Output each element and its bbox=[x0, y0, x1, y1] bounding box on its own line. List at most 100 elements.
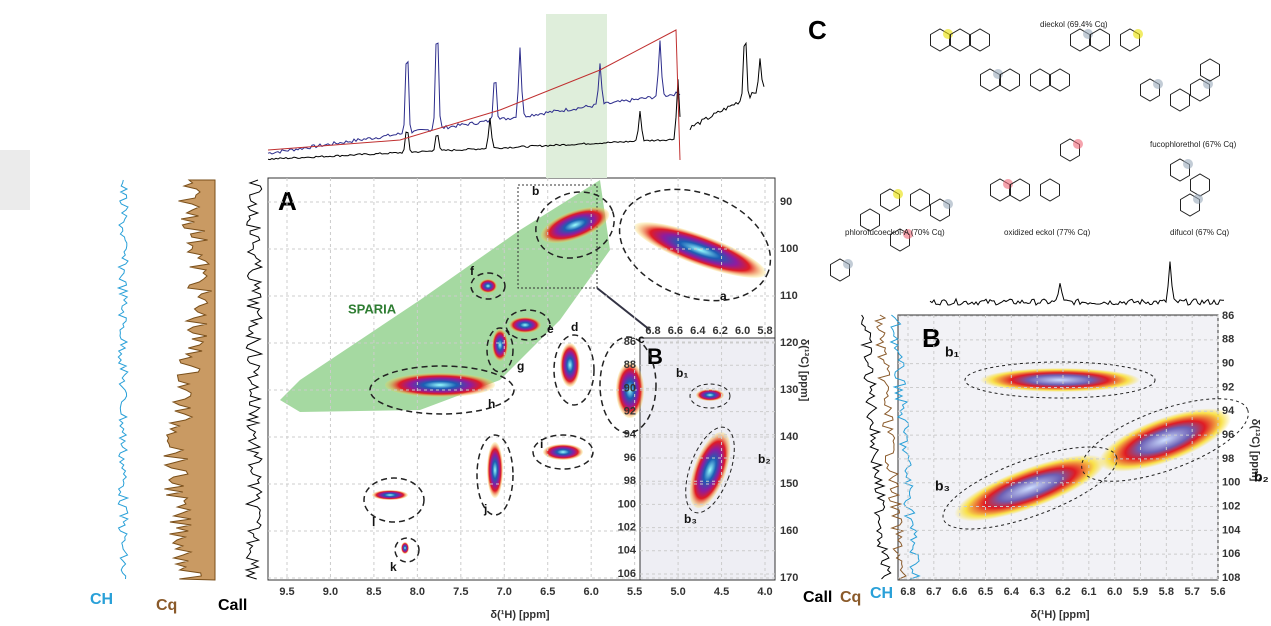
region-label: b bbox=[532, 184, 539, 198]
region-outline bbox=[470, 272, 506, 300]
trace bbox=[889, 314, 921, 580]
ring bbox=[1050, 68, 1070, 92]
region-outline bbox=[486, 327, 514, 373]
y-tick-label: 100 bbox=[618, 498, 636, 510]
ring bbox=[1000, 68, 1020, 92]
y-tick-label: 90 bbox=[1222, 358, 1234, 370]
x-axis-title: δ(¹H) [ppm] bbox=[1030, 609, 1090, 621]
ring-marker bbox=[1183, 159, 1193, 169]
y-tick-label: 86 bbox=[624, 336, 636, 348]
x-tick-label: 4.0 bbox=[757, 586, 772, 598]
ring-marker bbox=[1203, 79, 1213, 89]
trace bbox=[116, 179, 130, 580]
trace-label: CH bbox=[90, 591, 113, 608]
region-outline bbox=[394, 537, 420, 563]
region-label: e bbox=[547, 322, 554, 336]
panel-label: A bbox=[278, 186, 297, 216]
region-label: b₃ bbox=[684, 512, 697, 526]
region-outline bbox=[535, 191, 615, 259]
y-tick-label: 106 bbox=[618, 568, 636, 580]
contour bbox=[543, 444, 583, 460]
y-tick-label: 92 bbox=[1222, 381, 1234, 393]
y-tick-label: 92 bbox=[624, 406, 636, 418]
panel-label: C bbox=[808, 15, 827, 45]
x-tick-label: 6.8 bbox=[645, 325, 660, 337]
x-tick-label: 5.9 bbox=[1133, 586, 1148, 598]
spectrum bbox=[929, 261, 1224, 306]
compound-name: phlorofucoeckol-A (70% Cq) bbox=[845, 228, 945, 237]
y-tick-label: 108 bbox=[1222, 572, 1240, 584]
x-tick-label: 6.2 bbox=[1055, 586, 1070, 598]
ring-marker bbox=[1153, 79, 1163, 89]
x-tick-label: 6.7 bbox=[926, 586, 941, 598]
contour bbox=[696, 389, 724, 401]
region-outline bbox=[964, 361, 1156, 399]
y-tick-label: 86 bbox=[1222, 310, 1234, 322]
contour bbox=[980, 368, 1140, 392]
x-tick-label: 6.0 bbox=[1107, 586, 1122, 598]
x-tick-label: 5.6 bbox=[1210, 586, 1225, 598]
spectrum bbox=[267, 79, 681, 161]
compound-name: oxidized eckol (77% Cq) bbox=[1004, 228, 1091, 237]
x-tick-label: 6.8 bbox=[900, 586, 915, 598]
ring-marker bbox=[903, 229, 913, 239]
x-tick-label: 5.0 bbox=[670, 586, 685, 598]
trace-label: Call bbox=[218, 597, 247, 614]
contour bbox=[385, 373, 495, 397]
y-tick-label: 98 bbox=[1222, 453, 1234, 465]
spectrum bbox=[267, 40, 681, 155]
ring bbox=[910, 188, 930, 212]
highlight-band bbox=[546, 14, 607, 178]
region-outline bbox=[476, 434, 514, 516]
trace bbox=[244, 179, 264, 580]
trace-label: CH bbox=[870, 585, 893, 602]
ring-marker bbox=[1133, 29, 1143, 39]
contour bbox=[560, 343, 580, 387]
x-tick-label: 6.4 bbox=[690, 325, 706, 337]
y-tick-label: 98 bbox=[624, 475, 636, 487]
x-tick-label: 6.2 bbox=[713, 325, 728, 337]
contour bbox=[634, 222, 766, 278]
x-tick-label: 5.8 bbox=[1159, 586, 1174, 598]
region-outline bbox=[689, 383, 731, 409]
region-outline bbox=[553, 334, 595, 406]
y-tick-label: 102 bbox=[618, 522, 636, 534]
region-label: b₂ bbox=[758, 452, 771, 466]
ring-marker bbox=[843, 259, 853, 269]
trace-label: Cq bbox=[156, 597, 177, 614]
region-label: g bbox=[517, 359, 524, 373]
region-label: b₃ bbox=[935, 478, 950, 494]
spectrum bbox=[689, 41, 765, 131]
trace-fill bbox=[163, 179, 216, 581]
ring-marker bbox=[893, 189, 903, 199]
compound-name: dieckol (69.4% Cq) bbox=[1040, 20, 1108, 29]
region-outline bbox=[369, 365, 515, 415]
compound-name: fucophlorethol (67% Cq) bbox=[1150, 140, 1237, 149]
contour bbox=[1098, 408, 1232, 472]
y-tick-label: 120 bbox=[780, 337, 798, 349]
y-axis-title: δ(¹³C) [ppm] bbox=[798, 339, 810, 402]
ring bbox=[970, 28, 990, 52]
spectrum bbox=[267, 29, 681, 161]
ring bbox=[1090, 28, 1110, 52]
region-outline bbox=[505, 309, 551, 341]
y-tick-label: 88 bbox=[1222, 334, 1234, 346]
x-tick-label: 6.0 bbox=[584, 586, 599, 598]
ring bbox=[1040, 178, 1060, 202]
contour bbox=[479, 279, 497, 293]
x-tick-label: 9.5 bbox=[279, 586, 294, 598]
region-outline bbox=[363, 477, 425, 523]
contour bbox=[372, 490, 408, 500]
x-tick-label: 8.5 bbox=[366, 586, 381, 598]
ring-marker bbox=[943, 199, 953, 209]
x-tick-label: 6.6 bbox=[952, 586, 967, 598]
region-label: h bbox=[488, 397, 495, 411]
ring bbox=[860, 208, 880, 232]
trace-label: Cq bbox=[840, 589, 861, 606]
contour bbox=[509, 317, 541, 333]
ring bbox=[1030, 68, 1050, 92]
x-tick-label: 6.0 bbox=[735, 325, 750, 337]
zoom-box bbox=[517, 184, 598, 289]
compound-name: difucol (67% Cq) bbox=[1170, 228, 1229, 237]
